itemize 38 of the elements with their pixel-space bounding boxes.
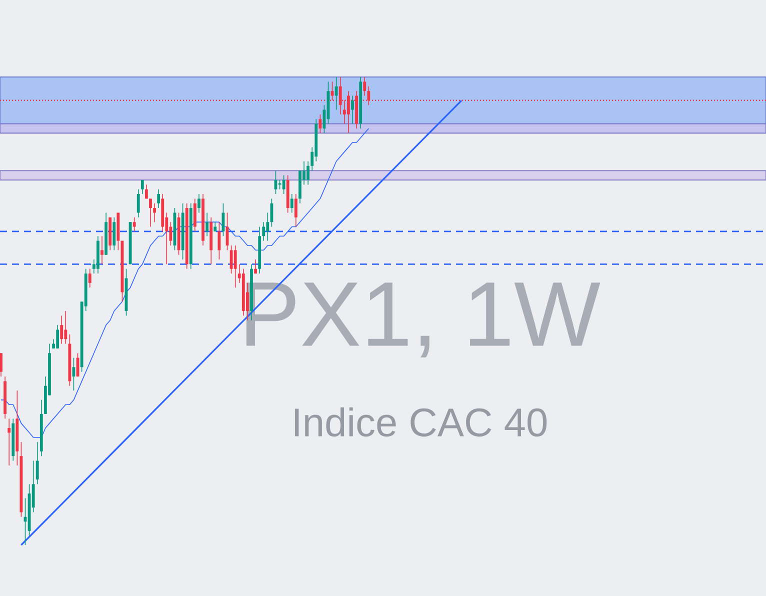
- candlestick: [351, 95, 354, 124]
- candlestick: [153, 202, 156, 222]
- candlestick: [36, 442, 39, 485]
- text: Indice CAC 40: [294, 407, 547, 437]
- candlestick: [8, 418, 11, 466]
- text: PX1, 1W: [246, 282, 600, 358]
- candlestick: [88, 268, 92, 288]
- candlestick: [218, 222, 221, 260]
- candlestick: [294, 194, 298, 228]
- candlestick: [234, 245, 237, 288]
- candlestick: [60, 315, 64, 344]
- candlestick: [282, 174, 286, 194]
- candlestick: [64, 310, 68, 344]
- candlestick: [266, 212, 270, 242]
- candlestick: [334, 76, 338, 110]
- candlestick: [278, 180, 282, 190]
- candlestick: [318, 114, 322, 134]
- candlestick: [198, 194, 200, 214]
- candlestick: [132, 216, 136, 232]
- candlestick: [0, 352, 2, 377]
- candlestick: [144, 184, 148, 200]
- candlestick: [140, 180, 144, 194]
- candlestick: [206, 212, 209, 237]
- candlestick: [100, 236, 104, 265]
- candlestick: [290, 194, 294, 214]
- candlestick: [56, 324, 60, 349]
- candlestick: [214, 222, 217, 232]
- candlestick: [262, 222, 266, 242]
- candlestick: [363, 76, 366, 96]
- candlestick: [112, 216, 116, 251]
- candlestick: [254, 259, 257, 274]
- candlestick: [193, 198, 196, 232]
- candlestick: [136, 188, 140, 218]
- candlestick: [149, 198, 152, 228]
- candlestick: [157, 188, 160, 208]
- candlestick: [306, 160, 310, 186]
- candlestick: [169, 222, 172, 246]
- candlestick: [270, 198, 274, 228]
